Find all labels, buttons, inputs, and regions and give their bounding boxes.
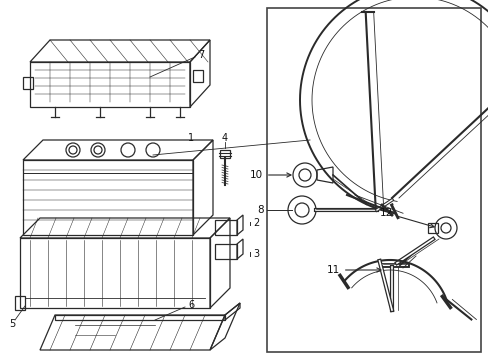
Bar — [266, 8, 480, 352]
Text: 3: 3 — [252, 249, 259, 259]
Text: 5: 5 — [9, 319, 15, 329]
Text: 6: 6 — [187, 300, 194, 310]
Text: 9: 9 — [0, 359, 1, 360]
Text: 2: 2 — [252, 218, 259, 228]
Text: 7: 7 — [198, 50, 204, 60]
Text: 12: 12 — [379, 208, 433, 228]
Circle shape — [69, 146, 77, 154]
Circle shape — [94, 146, 102, 154]
Text: 10: 10 — [249, 170, 290, 180]
Text: 1: 1 — [187, 133, 194, 143]
Text: 8: 8 — [257, 205, 264, 215]
Text: 4: 4 — [222, 133, 227, 143]
Text: 11: 11 — [326, 265, 380, 275]
